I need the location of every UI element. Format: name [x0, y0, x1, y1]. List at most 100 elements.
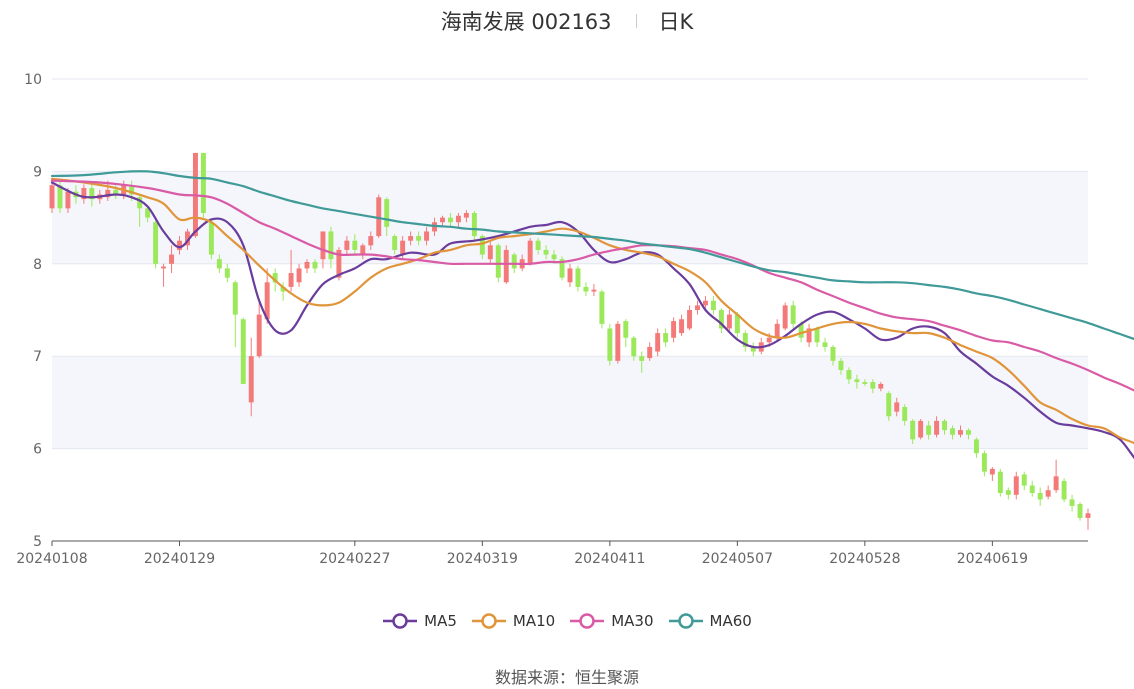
candle-body [312, 261, 318, 269]
candle [145, 206, 151, 223]
candle [463, 210, 469, 223]
candle-body [910, 420, 916, 440]
candle-body [926, 425, 932, 435]
candle [591, 284, 597, 297]
candle-body [782, 305, 788, 329]
candle-body [790, 305, 796, 324]
candle-body [535, 240, 541, 250]
candle [304, 259, 310, 274]
candle-body [750, 346, 756, 352]
candle-body [989, 468, 995, 475]
candle [65, 188, 71, 213]
candle-body [703, 300, 708, 306]
candle-body [161, 266, 167, 269]
candle-body [894, 402, 900, 412]
candle [926, 420, 932, 440]
candle-body [49, 185, 55, 209]
legend-marker-icon [668, 613, 703, 629]
candle [1085, 508, 1091, 530]
candle [328, 226, 334, 269]
grid-bands [52, 171, 1088, 449]
candle-body [400, 240, 406, 255]
legend: MA5 MA10 MA30 MA60 [0, 612, 1134, 630]
y-tick-label: 9 [33, 164, 42, 180]
candle [416, 231, 422, 246]
x-tick-label: 20240108 [16, 551, 87, 567]
x-tick-label: 20240227 [319, 551, 390, 567]
candle [216, 254, 222, 274]
candle [559, 256, 565, 281]
candle [790, 300, 796, 329]
candle-body [495, 245, 501, 278]
candle [424, 226, 430, 246]
candle-body [663, 333, 669, 343]
candle [312, 259, 318, 274]
candle [742, 330, 748, 352]
candle-body [1061, 480, 1067, 500]
candle-body [846, 370, 852, 380]
period-label[interactable]: 日K [658, 10, 694, 34]
candle-body [695, 305, 700, 310]
candle [989, 467, 995, 481]
candle [679, 314, 685, 336]
candle [200, 152, 206, 218]
legend-item-ma10[interactable]: MA10 [471, 612, 555, 630]
candle-body [726, 314, 732, 329]
ma-line-ma30 [50, 179, 1134, 392]
candle [535, 237, 541, 255]
candle [368, 231, 374, 250]
candle [623, 319, 629, 347]
candle-body [376, 197, 382, 237]
candle [384, 197, 390, 237]
candle-body [1077, 504, 1083, 518]
candle-body [806, 328, 812, 343]
candle [958, 425, 963, 438]
candle-body [934, 420, 940, 435]
candle [918, 419, 924, 440]
candle-body [455, 215, 461, 223]
candle [902, 404, 908, 426]
candle [1021, 471, 1027, 491]
candle-body [942, 420, 948, 431]
candle-body [169, 254, 175, 264]
candle-body [81, 188, 87, 200]
candle-body [671, 321, 677, 338]
candle [663, 328, 669, 347]
candle-body [479, 236, 485, 255]
candle [703, 296, 708, 310]
candle-body [950, 428, 955, 435]
candle-body [591, 289, 597, 292]
candle-body [798, 323, 804, 338]
candle-body [878, 383, 884, 389]
candlestick-chart: 5 6 7 8 9 10 20240108 20240129 20240227 20240319… [16, 72, 1134, 567]
candle-body [647, 346, 653, 359]
candle [169, 245, 175, 274]
candle-body [687, 310, 693, 329]
legend-item-ma5[interactable]: MA5 [382, 612, 457, 630]
candle [782, 302, 788, 331]
candle [296, 263, 302, 287]
candle [846, 367, 852, 384]
candle-body [958, 430, 963, 435]
candle-body [1021, 474, 1027, 486]
candle-body [742, 333, 748, 347]
candle-body [424, 231, 430, 241]
grid-band [52, 171, 1088, 264]
candle-body [336, 249, 342, 278]
candle-body [870, 382, 876, 389]
candle-body [710, 300, 716, 310]
grid-band [52, 356, 1088, 449]
x-axis: 20240108 20240129 20240227 20240319 20240411… [16, 540, 1088, 567]
candle [543, 245, 549, 260]
legend-item-ma30[interactable]: MA30 [569, 612, 654, 630]
candle [997, 468, 1003, 497]
legend-item-ma60[interactable]: MA60 [668, 612, 752, 630]
candle [288, 249, 294, 292]
candle [232, 280, 238, 347]
ma-lines [50, 170, 1134, 460]
candle [695, 300, 700, 315]
candle-body [105, 189, 111, 198]
legend-marker-icon [471, 613, 506, 629]
y-tick-label: 10 [24, 72, 42, 88]
candle [599, 289, 605, 329]
